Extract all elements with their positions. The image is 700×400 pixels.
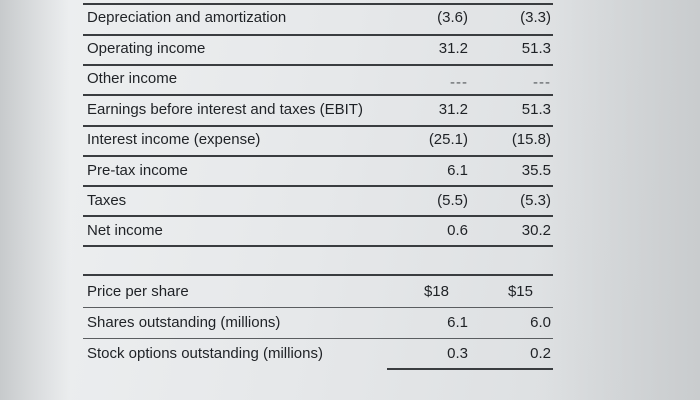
col2-value: (15.8): [511, 131, 551, 148]
table-row: Net income 0.6 30.2: [83, 218, 553, 248]
row-label: Net income: [87, 222, 163, 239]
right-shadow: [540, 0, 700, 400]
col1-value: 6.1: [447, 162, 468, 179]
row-label: Price per share: [87, 283, 189, 300]
row-divider: [83, 125, 553, 127]
row-divider: [83, 215, 553, 217]
col1-value: (25.1): [428, 131, 468, 148]
table-row: Earnings before interest and taxes (EBIT…: [83, 97, 553, 127]
table-row: Pre-tax income 6.1 35.5: [83, 158, 553, 188]
table-row: Stock options outstanding (millions) 0.3…: [83, 341, 553, 371]
table-row: Operating income 31.2 51.3: [83, 36, 553, 66]
row-divider: [83, 64, 553, 66]
row-divider: [83, 155, 553, 157]
row-label: Stock options outstanding (millions): [87, 345, 323, 362]
row-label: Pre-tax income: [87, 162, 188, 179]
left-shadow: [0, 0, 70, 400]
col2-value: 30.2: [521, 222, 551, 239]
col2-value: 6.0: [530, 314, 551, 331]
col1-value: 6.1: [447, 314, 468, 331]
row-label: Operating income: [87, 40, 206, 57]
row-divider: [83, 94, 553, 96]
row-label: Depreciation and amortization: [87, 9, 287, 26]
col1-value: $18: [423, 283, 449, 300]
col2-value: 51.3: [521, 40, 551, 57]
row-divider: [83, 34, 553, 36]
col2-value: ---: [533, 74, 551, 91]
row-label: Interest income (expense): [87, 131, 261, 148]
row-label: Taxes: [87, 192, 127, 209]
row-label: Shares outstanding (millions): [87, 314, 281, 331]
table-row: Shares outstanding (millions) 6.1 6.0: [83, 310, 553, 340]
col2-value: (3.3): [520, 9, 551, 26]
col1-value: 31.2: [438, 40, 468, 57]
row-divider: [83, 338, 553, 339]
column-underline: [387, 368, 553, 370]
table-row: Interest income (expense) (25.1) (15.8): [83, 127, 553, 157]
col2-value: (5.3): [520, 192, 551, 209]
section-rule: [83, 274, 553, 276]
row-label: Other income: [87, 70, 178, 87]
col1-value: 0.6: [447, 222, 468, 239]
col2-value: 51.3: [521, 101, 551, 118]
col2-value: 0.2: [530, 345, 551, 362]
row-divider: [83, 245, 553, 247]
row-label: Earnings before interest and taxes (EBIT…: [87, 101, 363, 118]
col1-value: ---: [450, 74, 468, 91]
col1-value: 31.2: [438, 101, 468, 118]
table-row: Price per share $18 $15: [83, 279, 553, 309]
row-divider: [83, 307, 553, 308]
col1-value: (5.5): [437, 192, 468, 209]
table-row: Depreciation and amortization (3.6) (3.3…: [83, 5, 553, 35]
col1-value: 0.3: [447, 345, 468, 362]
row-divider: [83, 185, 553, 187]
col1-value: (3.6): [437, 9, 468, 26]
col2-value: $15: [507, 283, 533, 300]
top-rule: [83, 3, 553, 5]
col2-value: 35.5: [521, 162, 551, 179]
table-row: Other income --- ---: [83, 66, 553, 96]
table-row: Taxes (5.5) (5.3): [83, 188, 553, 218]
